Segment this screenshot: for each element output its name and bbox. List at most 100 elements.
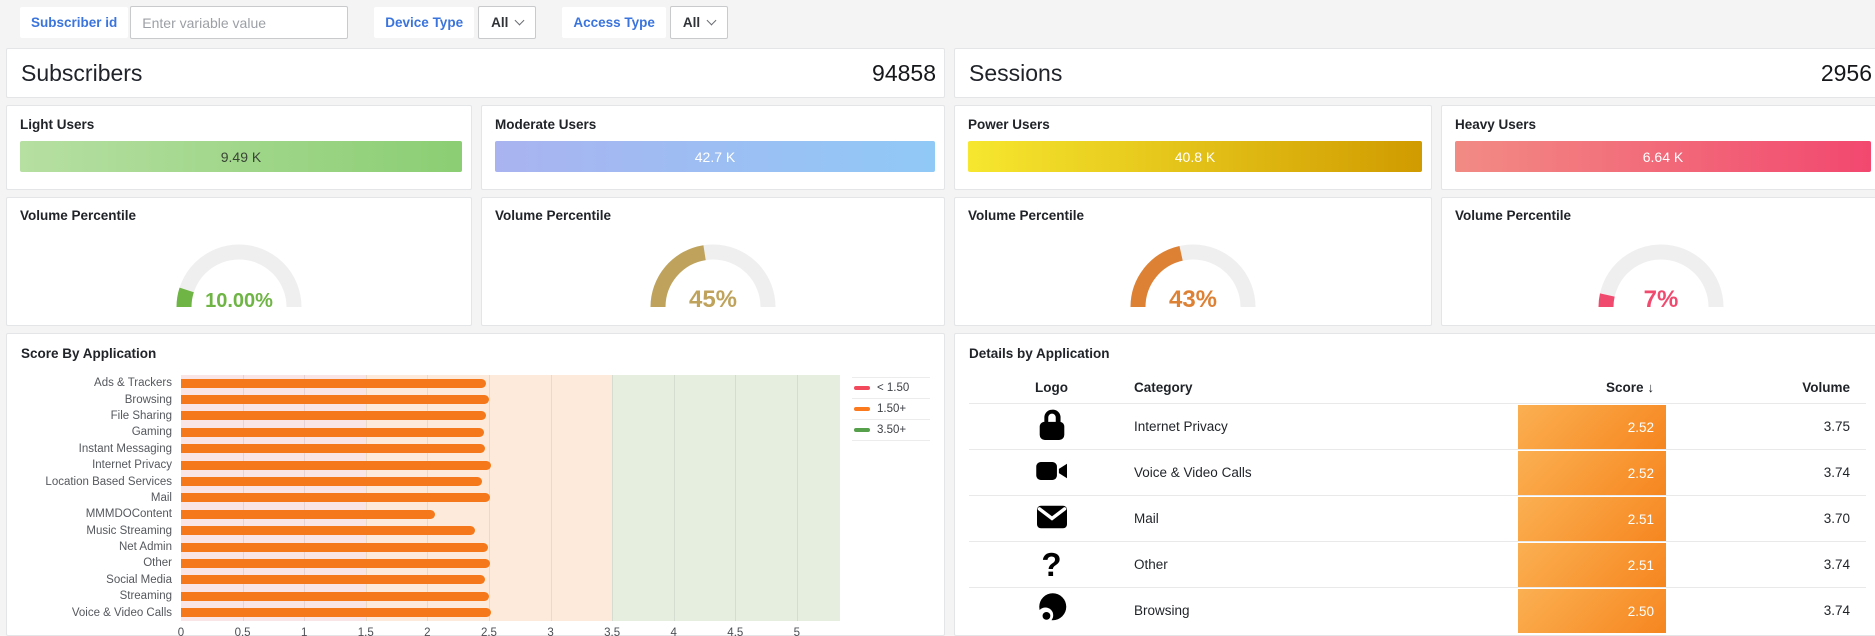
bar-row [181, 575, 840, 585]
table-row: Internet Privacy 2.52 3.75 [969, 403, 1866, 449]
score-bar [181, 509, 435, 519]
bar-row [181, 526, 840, 536]
score-bar [181, 575, 486, 585]
user-segment-label: Power Users [968, 117, 1050, 132]
gridline [550, 375, 552, 621]
category-label: Streaming [119, 590, 172, 603]
logo-cell [969, 588, 1134, 633]
gauge-title: Volume Percentile [20, 208, 137, 223]
user-segment-value-bar: 6.64 K [1455, 141, 1871, 172]
subscriber-id-input[interactable] [130, 6, 349, 39]
gauge-value: 7% [1644, 286, 1679, 313]
gridline [673, 375, 675, 621]
volume-percentile-panel: Volume Percentile 10.00% [6, 197, 472, 326]
gauge: 43% [968, 223, 1418, 319]
score-bar [181, 558, 491, 568]
access-type-select[interactable]: All [669, 6, 729, 39]
category-cell: Voice & Video Calls [1134, 465, 1252, 480]
volume-cell: 3.74 [1823, 465, 1850, 480]
gauge: 10.00% [20, 223, 458, 319]
user-segment-label: Heavy Users [1455, 117, 1537, 132]
score-cell: 2.52 [1518, 404, 1666, 449]
device-type-value: All [491, 15, 509, 30]
access-type-label: Access Type [562, 7, 666, 38]
bar-row [181, 477, 840, 487]
logo-cell [969, 450, 1134, 495]
chart-plot-area [181, 375, 840, 621]
legend-label: 3.50+ [877, 424, 907, 436]
score-bar [181, 444, 486, 454]
details-by-application-panel: Details by Application Logo Category Sco… [954, 333, 1875, 636]
bar-row [181, 395, 840, 405]
table-row: Browsing 2.50 3.74 [969, 587, 1866, 633]
category-label: Browsing [124, 393, 172, 406]
category-label: Voice & Video Calls [71, 606, 172, 619]
gridline [735, 375, 737, 621]
score-bar [181, 395, 489, 405]
details-table-title: Details by Application [969, 346, 1110, 361]
x-tick-label: 2.5 [480, 627, 497, 636]
legend-item[interactable]: 1.50+ [852, 399, 930, 420]
legend-item[interactable]: 3.50+ [852, 420, 930, 441]
logo-cell [969, 496, 1134, 541]
score-bar [181, 591, 489, 601]
volume-cell: 3.75 [1823, 419, 1850, 434]
gauge-title: Volume Percentile [968, 208, 1085, 223]
user-segment-label: Light Users [20, 117, 95, 132]
score-bar-chart: Ads & Trackers Browsing File Sharing Gaming… [21, 375, 930, 636]
volume-cell: 3.74 [1823, 603, 1850, 618]
gauge-arc: 43% [1130, 244, 1256, 313]
column-header-category[interactable]: Category [1134, 379, 1193, 395]
score-by-application-panel: Score By Application Ads & Trackers Brows… [6, 333, 945, 636]
table-row: Mail 2.51 3.70 [969, 495, 1866, 541]
category-cell: Browsing [1134, 603, 1190, 618]
subscriber-id-label: Subscriber id [20, 7, 129, 38]
legend-dash-icon [854, 407, 870, 411]
device-type-label: Device Type [374, 7, 475, 38]
gauge-title: Volume Percentile [495, 208, 612, 223]
logo-cell [969, 404, 1134, 449]
table-row: ? Other 2.51 3.74 [969, 541, 1866, 587]
x-tick-label: 4.5 [727, 627, 744, 636]
column-header-volume[interactable]: Volume [1802, 379, 1850, 395]
sessions-title: Sessions [969, 59, 1063, 86]
bar-row [181, 542, 840, 552]
bar-row [181, 378, 840, 388]
gauge-arc: 7% [1598, 244, 1724, 313]
gauge-title: Volume Percentile [1455, 208, 1572, 223]
user-segment-value-bar: 9.49 K [20, 141, 462, 172]
score-bar [181, 477, 482, 487]
category-label: Instant Messaging [78, 442, 172, 455]
table-row: Voice & Video Calls 2.52 3.74 [969, 449, 1866, 495]
user-segment-card: Heavy Users 6.64 K [1441, 105, 1875, 190]
category-label: Net Admin [118, 541, 172, 554]
gauge: 45% [495, 223, 931, 319]
dashboard-grid: Subscribers 94858 Sessions 2956 Light Us… [0, 48, 1875, 636]
category-cell: Internet Privacy [1134, 419, 1228, 434]
legend-item[interactable]: < 1.50 [852, 377, 930, 399]
legend-dash-icon [854, 428, 870, 432]
bar-row [181, 558, 840, 568]
category-label: MMMDOContent [85, 508, 172, 521]
gauge-arc: 10.00% [176, 244, 302, 312]
column-header-score[interactable]: Score ↓ [1605, 379, 1654, 395]
device-type-select[interactable]: All [478, 6, 537, 39]
category-label: Location Based Services [45, 475, 172, 488]
category-cell: Other [1134, 557, 1168, 572]
subscribers-title: Subscribers [21, 59, 143, 86]
volume-percentile-panel: Volume Percentile 45% [481, 197, 945, 326]
column-header-logo[interactable]: Logo [1035, 379, 1068, 395]
score-bar [181, 378, 487, 388]
volume-percentile-panel: Volume Percentile 7% [1441, 197, 1875, 326]
score-bar [181, 526, 476, 536]
user-segment-label: Moderate Users [495, 117, 597, 132]
x-tick-label: 3 [547, 627, 554, 636]
x-tick-label: 1 [300, 627, 308, 636]
user-segment-card: Power Users 40.8 K [954, 105, 1432, 190]
gridline [796, 375, 798, 621]
category-label: Other [143, 557, 172, 570]
mail-icon [1034, 499, 1070, 538]
x-tick-label: 0.5 [234, 627, 251, 636]
score-bar [181, 608, 492, 618]
x-tick-label: 0 [177, 627, 185, 636]
